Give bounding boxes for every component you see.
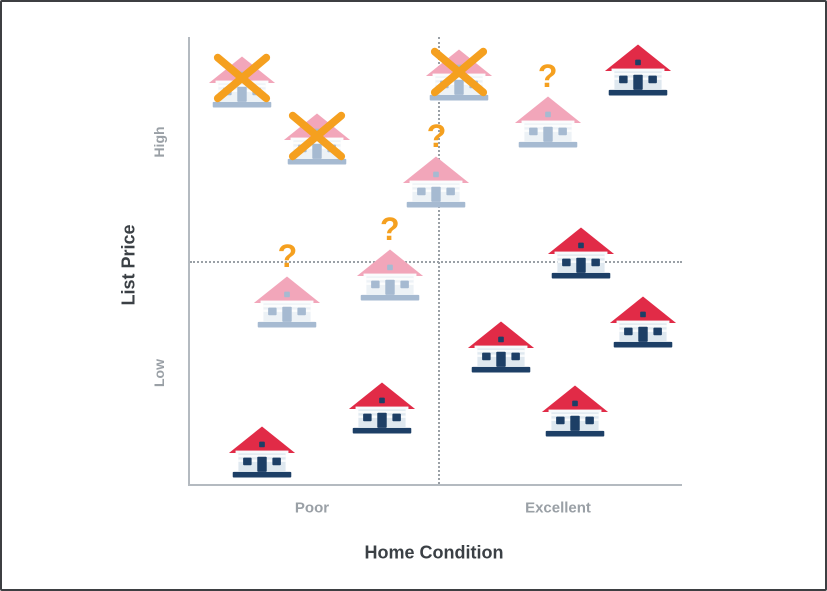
house-marker	[283, 111, 351, 167]
plot-points: ?	[190, 37, 682, 484]
question-mark-icon: ?	[426, 117, 447, 154]
plot-area: ?	[188, 37, 682, 486]
x-tick-excellent: Excellent	[525, 499, 591, 517]
house-icon	[356, 249, 423, 301]
house-icon	[610, 296, 677, 348]
x-mark-icon	[289, 111, 346, 160]
house-icon	[547, 227, 614, 279]
house-marker: ?	[253, 240, 321, 330]
house-icon	[541, 385, 608, 437]
y-tick-low: Low	[151, 359, 167, 387]
house-icon	[348, 382, 415, 434]
house-marker	[228, 424, 296, 480]
house-icon	[605, 44, 672, 96]
house-icon	[467, 321, 534, 373]
y-tick-high: High	[151, 126, 167, 158]
x-mark-icon	[213, 54, 270, 103]
x-tick-poor: Poor	[294, 499, 330, 517]
house-marker	[425, 47, 493, 103]
question-mark-icon: ?	[277, 237, 298, 274]
house-icon	[254, 276, 321, 328]
house-icon	[514, 96, 581, 148]
house-marker: ?	[356, 213, 424, 303]
x-axis-label: Home Condition	[364, 542, 504, 563]
house-marker	[541, 383, 609, 439]
house-marker	[467, 319, 535, 375]
y-axis-label: List Price	[118, 224, 139, 306]
horizontal-midline	[190, 261, 682, 264]
house-marker	[208, 54, 276, 110]
house-marker	[604, 42, 672, 98]
house-marker	[547, 225, 615, 281]
house-marker	[348, 380, 416, 436]
house-marker: ?	[514, 60, 582, 150]
vertical-midline	[438, 37, 441, 484]
question-mark-icon: ?	[537, 57, 558, 94]
question-mark-icon: ?	[379, 211, 400, 248]
house-icon	[403, 156, 470, 208]
x-mark-icon	[431, 47, 488, 96]
house-icon	[229, 426, 296, 478]
house-marker	[609, 294, 677, 350]
house-marker: ?	[402, 120, 470, 210]
